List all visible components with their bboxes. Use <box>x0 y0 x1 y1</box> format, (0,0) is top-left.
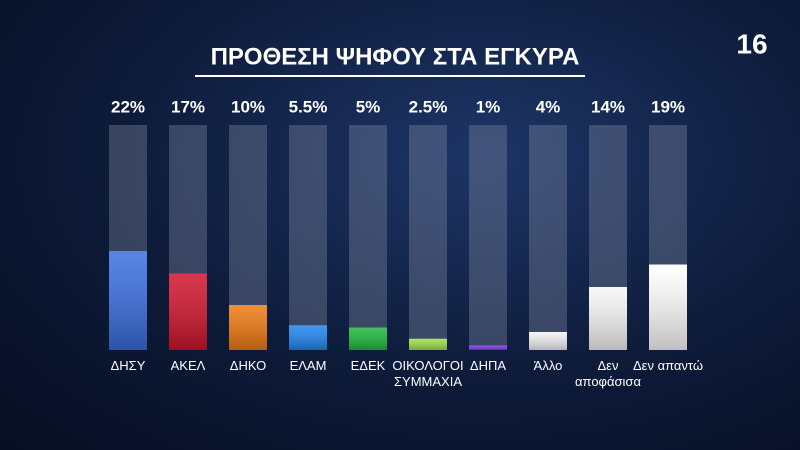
bar-shade <box>289 325 327 350</box>
category-label: ΑΚΕΛ <box>170 358 206 373</box>
bar-track <box>469 125 507 350</box>
category-label: Δεν αποφάσισα <box>575 358 641 389</box>
value-label: 4% <box>536 97 561 116</box>
category-label: ΔΗΚΟ <box>229 358 267 373</box>
category-label: ΕΔΕΚ <box>350 358 386 373</box>
bar-shade <box>469 345 507 350</box>
category-label: ΔΗΠΑ <box>469 358 507 373</box>
bar-track <box>529 125 567 350</box>
value-label: 14% <box>591 97 625 116</box>
bar-shade <box>649 264 687 350</box>
value-label: 10% <box>231 97 265 116</box>
bar-shade <box>169 273 207 350</box>
value-label: 5% <box>356 97 381 116</box>
category-label: ΔΗΣΥ <box>110 358 146 373</box>
category-label: ΕΛΑΜ <box>289 358 327 373</box>
bar-shade <box>409 338 447 350</box>
bar-shade <box>229 305 267 350</box>
bar-track <box>349 125 387 350</box>
value-label: 5.5% <box>289 97 328 116</box>
value-label: 19% <box>651 97 685 116</box>
bar-track <box>289 125 327 350</box>
page-number: 16 <box>736 28 767 59</box>
bar-shade <box>589 287 627 350</box>
value-label: 17% <box>171 97 205 116</box>
category-label: ΟΙΚΟΛΟΓΟΙ ΣΥΜΜΑΧΙΑ <box>392 358 464 389</box>
bar-track <box>409 125 447 350</box>
bar-shade <box>349 327 387 350</box>
category-label: Δεν απαντώ <box>632 358 703 373</box>
value-label: 2.5% <box>409 97 448 116</box>
value-label: 22% <box>111 97 145 116</box>
category-label: Άλλο <box>533 358 563 373</box>
bar-shade <box>529 332 567 350</box>
chart-title: ΠΡΟΘΕΣΗ ΨΗΦΟΥ ΣΤΑ ΕΓΚΥΡΑ <box>211 43 580 70</box>
bar-shade <box>109 251 147 350</box>
value-label: 1% <box>476 97 501 116</box>
